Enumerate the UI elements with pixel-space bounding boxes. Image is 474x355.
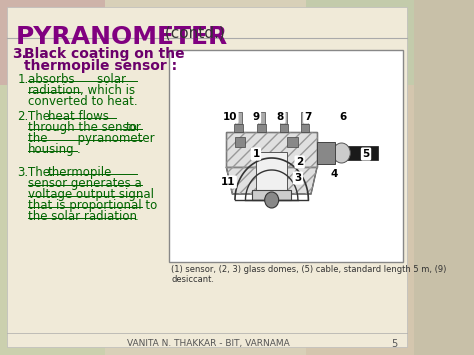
Text: (contd.): (contd.): [160, 25, 225, 40]
Text: .: .: [77, 143, 81, 156]
Bar: [317, 146, 378, 160]
Bar: [169, 50, 403, 262]
Text: converted to heat.: converted to heat.: [28, 95, 137, 108]
Text: 4: 4: [331, 169, 338, 179]
Text: The: The: [28, 166, 54, 179]
Polygon shape: [226, 132, 317, 167]
Text: 1: 1: [252, 149, 260, 159]
Bar: [258, 112, 264, 124]
Text: 3.: 3.: [12, 47, 27, 61]
Text: that is proportional to: that is proportional to: [28, 199, 157, 212]
Text: sensor generates a: sensor generates a: [28, 177, 142, 190]
Bar: [281, 112, 287, 124]
Bar: [317, 142, 335, 164]
Text: through the sensor: through the sensor: [28, 121, 145, 134]
Text: 9: 9: [252, 112, 260, 122]
Text: VANITA N. THAKKAR - BIT, VARNAMA: VANITA N. THAKKAR - BIT, VARNAMA: [127, 339, 289, 348]
Bar: [0, 85, 105, 355]
Text: housing: housing: [28, 143, 74, 156]
Bar: [256, 152, 287, 190]
Text: radiation: radiation: [28, 84, 81, 97]
Bar: [306, 0, 414, 85]
Text: voltage output signal: voltage output signal: [28, 188, 154, 201]
Bar: [234, 124, 243, 132]
Text: (1) sensor, (2, 3) glass domes, (5) cable, standard length 5 m, (9)
desiccant.: (1) sensor, (2, 3) glass domes, (5) cabl…: [171, 265, 447, 284]
Text: 11: 11: [221, 177, 235, 187]
Text: to: to: [126, 121, 137, 134]
Text: 2: 2: [296, 157, 303, 167]
Text: Black coating on the: Black coating on the: [24, 47, 184, 61]
Bar: [301, 124, 309, 132]
Text: , which is: , which is: [81, 84, 136, 97]
Text: 6: 6: [340, 112, 347, 122]
Bar: [287, 137, 298, 147]
Text: heat flows: heat flows: [48, 110, 109, 123]
Text: 5: 5: [363, 149, 370, 159]
Bar: [306, 85, 414, 355]
Text: 3.: 3.: [18, 166, 28, 179]
Text: 1.: 1.: [18, 73, 29, 86]
Text: 5: 5: [391, 339, 398, 349]
Text: 2.: 2.: [18, 110, 29, 123]
Bar: [235, 112, 242, 124]
Text: PYRANOMETER: PYRANOMETER: [16, 25, 228, 49]
Text: 7: 7: [305, 112, 312, 122]
Text: thermopile sensor :: thermopile sensor :: [24, 59, 177, 73]
Bar: [253, 190, 291, 200]
Text: the        pyranometer: the pyranometer: [28, 132, 155, 145]
Circle shape: [264, 192, 279, 208]
Polygon shape: [226, 167, 317, 194]
Text: 8: 8: [277, 112, 284, 122]
Text: thermopile: thermopile: [48, 166, 112, 179]
Bar: [0, 0, 105, 85]
Bar: [235, 137, 246, 147]
Text: the solar radiation: the solar radiation: [28, 210, 137, 223]
Text: 3: 3: [294, 173, 301, 183]
Bar: [280, 124, 288, 132]
Circle shape: [333, 143, 350, 163]
Text: absorbs      solar: absorbs solar: [28, 73, 126, 86]
Bar: [257, 124, 265, 132]
Bar: [301, 112, 309, 124]
Text: 10: 10: [222, 112, 237, 122]
Text: The: The: [28, 110, 54, 123]
Text: .: .: [135, 210, 138, 223]
